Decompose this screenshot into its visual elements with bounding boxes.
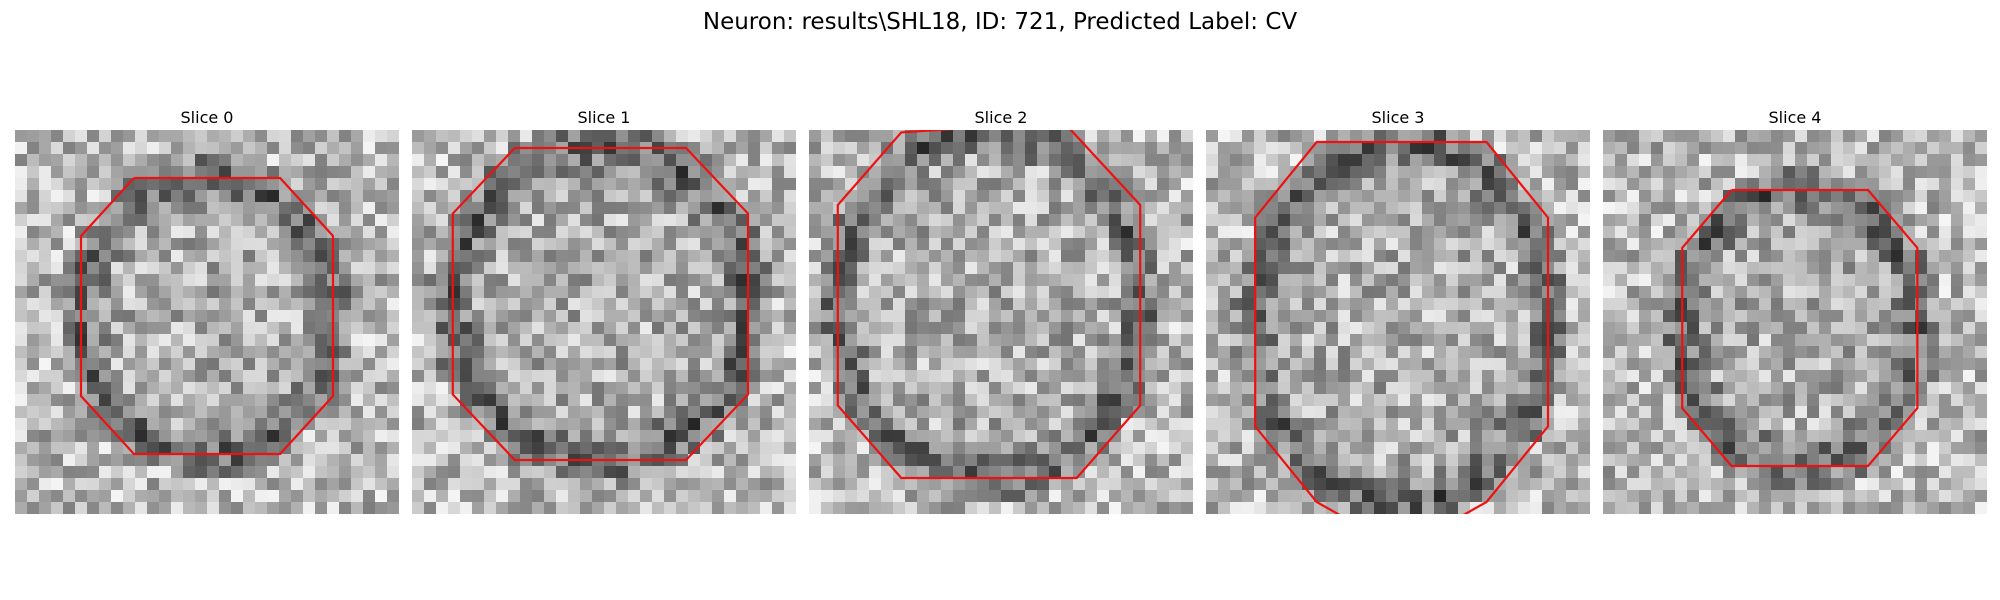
slice-panel: Slice 4: [1603, 108, 1987, 514]
slice-panel: Slice 2: [809, 108, 1193, 514]
slice-image: [809, 130, 1193, 514]
figure-title: Neuron: results\SHL18, ID: 721, Predicte…: [702, 9, 1298, 35]
pixel-grid: [412, 130, 796, 514]
slice-title: Slice 3: [1371, 108, 1425, 127]
slice-title: Slice 1: [577, 108, 631, 127]
slice-image: [412, 130, 796, 514]
segmentation-contour: [836, 130, 1142, 480]
segmentation-contour: [79, 176, 335, 456]
segmentation-contour: [1681, 188, 1919, 468]
slice-image: [1603, 130, 1987, 514]
slice-image: [1206, 130, 1590, 514]
slice-title: Slice 4: [1768, 108, 1822, 127]
pixel-grid: [1603, 130, 1987, 514]
segmentation-contour: [1254, 140, 1550, 514]
pixel-grid: [809, 130, 1193, 514]
slice-panel: Slice 3: [1206, 108, 1590, 514]
slice-panel: Slice 0: [15, 108, 399, 514]
pixel-grid: [1206, 130, 1590, 514]
pixel-grid: [15, 130, 399, 514]
slice-title: Slice 2: [974, 108, 1028, 127]
segmentation-contour: [451, 146, 750, 462]
slice-title: Slice 0: [180, 108, 234, 127]
slice-image: [15, 130, 399, 514]
slice-panel: Slice 1: [412, 108, 796, 514]
